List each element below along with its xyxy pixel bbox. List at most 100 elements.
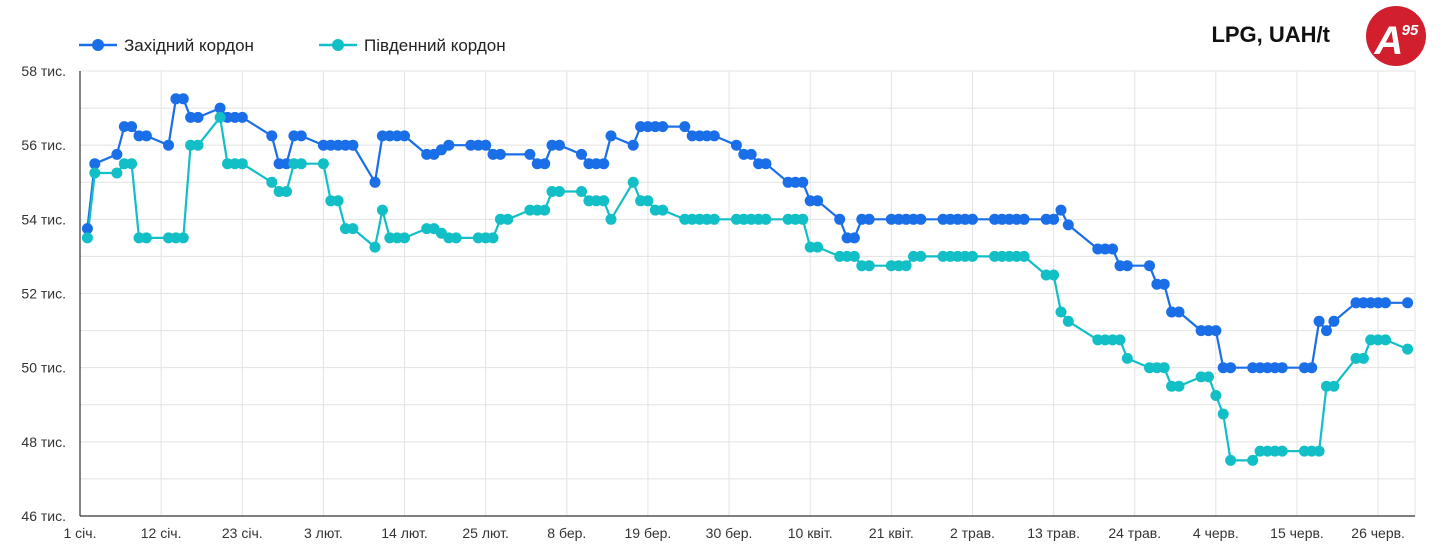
data-point-1[interactable] [1217, 408, 1229, 420]
data-point-1[interactable] [369, 241, 381, 253]
data-point-1[interactable] [900, 260, 912, 272]
data-point-1[interactable] [376, 204, 388, 216]
data-point-0[interactable] [605, 130, 617, 142]
data-point-1[interactable] [1225, 454, 1237, 466]
data-point-0[interactable] [1276, 362, 1288, 374]
data-point-0[interactable] [848, 232, 860, 244]
data-point-0[interactable] [553, 139, 565, 151]
data-point-0[interactable] [140, 130, 152, 142]
data-point-0[interactable] [598, 158, 610, 170]
data-point-1[interactable] [1380, 334, 1391, 346]
data-point-1[interactable] [812, 241, 824, 253]
data-point-1[interactable] [1247, 454, 1259, 466]
data-point-1[interactable] [1055, 306, 1067, 318]
data-point-0[interactable] [812, 195, 824, 207]
data-point-0[interactable] [1321, 325, 1332, 337]
data-point-1[interactable] [598, 195, 610, 207]
data-point-1[interactable] [111, 167, 123, 179]
data-point-1[interactable] [281, 186, 292, 197]
data-point-1[interactable] [1114, 334, 1126, 346]
data-point-0[interactable] [369, 176, 381, 188]
data-point-0[interactable] [1144, 260, 1155, 272]
data-point-1[interactable] [627, 176, 639, 188]
data-point-0[interactable] [760, 158, 772, 170]
legend-item-south[interactable]: Південний кордон [319, 36, 506, 55]
data-point-1[interactable] [760, 213, 772, 225]
data-point-1[interactable] [657, 204, 669, 216]
data-point-0[interactable] [1313, 315, 1325, 327]
data-point-1[interactable] [1357, 352, 1369, 364]
data-point-1[interactable] [1402, 343, 1414, 355]
data-point-0[interactable] [1048, 213, 1060, 225]
data-point-1[interactable] [708, 213, 720, 225]
data-point-0[interactable] [576, 148, 587, 160]
data-point-1[interactable] [177, 232, 189, 244]
data-point-1[interactable] [266, 176, 278, 188]
data-point-0[interactable] [1402, 297, 1414, 309]
data-point-1[interactable] [192, 139, 204, 151]
data-point-0[interactable] [657, 121, 669, 133]
data-point-1[interactable] [317, 158, 329, 170]
data-point-0[interactable] [347, 139, 359, 151]
data-point-1[interactable] [126, 158, 138, 170]
data-point-0[interactable] [214, 102, 226, 114]
data-point-1[interactable] [1121, 352, 1133, 364]
data-point-1[interactable] [539, 204, 551, 216]
data-point-0[interactable] [1328, 315, 1340, 327]
data-point-0[interactable] [266, 130, 278, 142]
data-point-0[interactable] [177, 93, 189, 105]
data-point-0[interactable] [679, 121, 691, 133]
data-point-0[interactable] [295, 130, 307, 142]
data-point-0[interactable] [1380, 297, 1391, 309]
data-point-1[interactable] [1048, 269, 1060, 281]
data-point-0[interactable] [863, 213, 875, 225]
data-point-1[interactable] [1062, 315, 1074, 327]
data-point-0[interactable] [524, 148, 536, 160]
data-point-0[interactable] [480, 139, 492, 151]
data-point-0[interactable] [1210, 325, 1222, 337]
data-point-1[interactable] [347, 223, 359, 235]
data-point-1[interactable] [214, 111, 226, 123]
data-point-1[interactable] [642, 195, 654, 207]
data-point-0[interactable] [730, 139, 742, 151]
data-point-0[interactable] [539, 158, 551, 170]
data-point-0[interactable] [1225, 362, 1237, 374]
data-point-1[interactable] [605, 213, 617, 225]
legend-item-west[interactable]: Західний кордон [79, 36, 254, 55]
data-point-0[interactable] [1055, 204, 1067, 216]
data-point-0[interactable] [1121, 260, 1133, 272]
data-point-0[interactable] [967, 213, 978, 225]
data-point-1[interactable] [797, 213, 809, 225]
data-point-1[interactable] [863, 260, 875, 272]
data-point-0[interactable] [236, 111, 248, 123]
data-point-0[interactable] [1173, 306, 1185, 318]
data-point-1[interactable] [1276, 445, 1288, 457]
data-point-1[interactable] [1328, 380, 1340, 392]
data-point-0[interactable] [399, 130, 410, 142]
data-point-1[interactable] [81, 232, 93, 244]
data-point-1[interactable] [1018, 250, 1030, 262]
data-point-0[interactable] [443, 139, 455, 151]
data-point-0[interactable] [81, 223, 93, 235]
data-point-1[interactable] [399, 232, 410, 244]
data-point-1[interactable] [332, 195, 344, 207]
data-point-1[interactable] [140, 232, 152, 244]
data-point-1[interactable] [236, 158, 248, 170]
data-point-0[interactable] [1062, 219, 1074, 231]
data-point-0[interactable] [1107, 243, 1119, 255]
data-point-1[interactable] [1173, 380, 1185, 392]
data-point-1[interactable] [1210, 390, 1222, 401]
data-point-0[interactable] [89, 158, 101, 170]
data-point-0[interactable] [126, 121, 138, 133]
data-point-0[interactable] [163, 139, 174, 151]
data-point-0[interactable] [834, 213, 846, 225]
data-point-0[interactable] [494, 148, 506, 160]
data-point-1[interactable] [487, 232, 499, 244]
data-point-1[interactable] [1313, 445, 1325, 457]
data-point-1[interactable] [576, 186, 587, 197]
data-point-1[interactable] [967, 250, 978, 262]
data-point-1[interactable] [1158, 362, 1170, 374]
data-point-1[interactable] [502, 213, 514, 225]
data-point-0[interactable] [1158, 278, 1170, 290]
data-point-1[interactable] [915, 250, 927, 262]
